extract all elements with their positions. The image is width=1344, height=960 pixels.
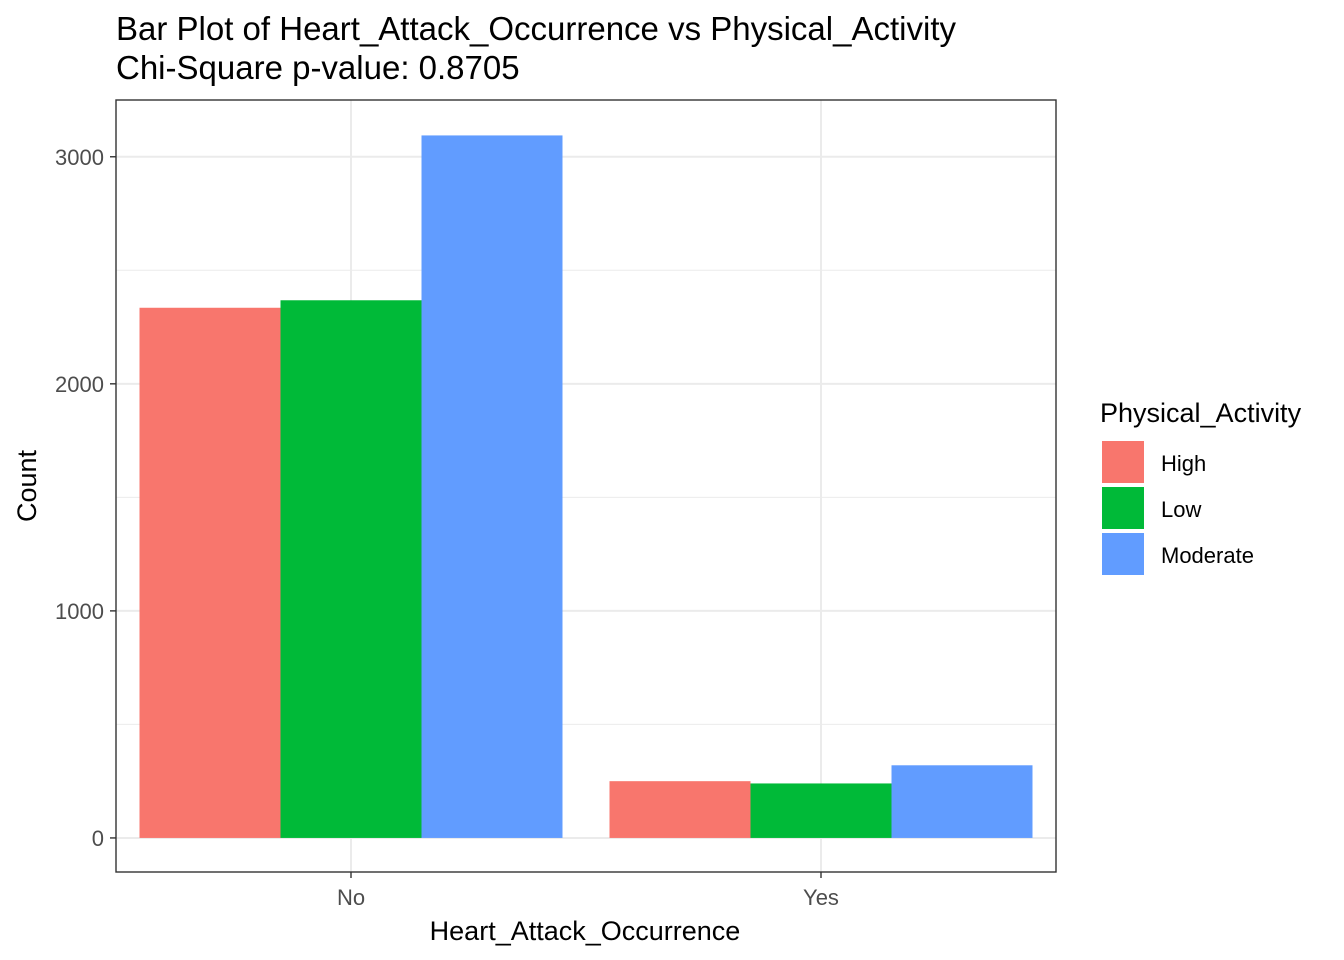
bar-no-high bbox=[139, 307, 281, 838]
legend-title: Physical_Activity bbox=[1100, 398, 1302, 428]
y-tick-label: 1000 bbox=[55, 599, 104, 624]
y-tick-label: 0 bbox=[92, 826, 104, 851]
legend: Physical_Activity High Low Moderate bbox=[1100, 398, 1302, 575]
legend-key-low bbox=[1102, 487, 1144, 529]
y-tick-label: 3000 bbox=[55, 145, 104, 170]
legend-key-high bbox=[1102, 441, 1144, 483]
bars bbox=[139, 135, 1033, 838]
legend-key-moderate bbox=[1102, 533, 1144, 575]
bar-yes-moderate bbox=[891, 765, 1033, 838]
bar-no-low bbox=[280, 300, 422, 838]
y-tick-label: 2000 bbox=[55, 372, 104, 397]
x-tick-label: No bbox=[337, 885, 365, 910]
chart-subtitle: Chi-Square p-value: 0.8705 bbox=[116, 49, 520, 86]
chart-title: Bar Plot of Heart_Attack_Occurrence vs P… bbox=[116, 10, 956, 47]
bar-no-moderate bbox=[421, 135, 563, 838]
bar-yes-high bbox=[609, 781, 751, 838]
y-axis-title: Count bbox=[12, 449, 42, 522]
x-axis-title: Heart_Attack_Occurrence bbox=[430, 916, 741, 946]
axes: 0 1000 2000 3000 No Yes bbox=[55, 145, 839, 910]
legend-label-high: High bbox=[1161, 451, 1206, 476]
plot-panel-border bbox=[115, 99, 1057, 873]
legend-label-low: Low bbox=[1161, 497, 1201, 522]
bar-yes-low bbox=[750, 783, 892, 838]
x-tick-label: Yes bbox=[803, 885, 839, 910]
legend-label-moderate: Moderate bbox=[1161, 543, 1254, 568]
